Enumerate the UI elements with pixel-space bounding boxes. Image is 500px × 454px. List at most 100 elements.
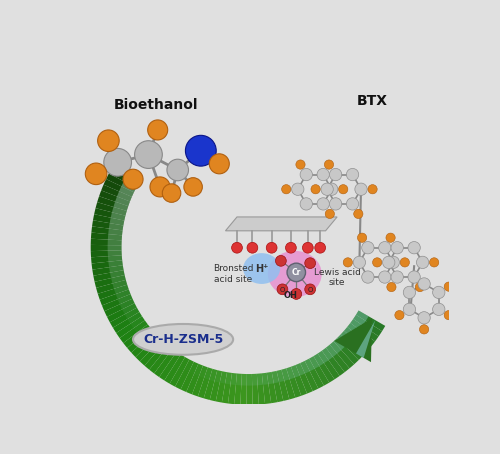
Polygon shape (300, 361, 310, 374)
Polygon shape (124, 177, 138, 188)
Polygon shape (108, 234, 122, 240)
Polygon shape (257, 373, 263, 385)
Polygon shape (348, 323, 375, 346)
Circle shape (387, 256, 400, 268)
Polygon shape (94, 208, 126, 221)
Polygon shape (267, 372, 278, 403)
Polygon shape (107, 303, 137, 322)
Polygon shape (314, 354, 334, 383)
Polygon shape (291, 365, 300, 378)
Polygon shape (246, 374, 252, 385)
Polygon shape (96, 280, 127, 294)
Text: Lewis acid
site: Lewis acid site (314, 268, 360, 287)
Polygon shape (124, 324, 151, 348)
Polygon shape (210, 370, 222, 401)
Circle shape (276, 256, 286, 266)
Circle shape (391, 271, 404, 283)
Circle shape (353, 256, 366, 268)
Polygon shape (309, 356, 330, 386)
Polygon shape (108, 240, 122, 245)
Circle shape (444, 311, 454, 320)
Polygon shape (318, 351, 340, 380)
Polygon shape (94, 275, 126, 288)
Polygon shape (242, 374, 247, 385)
Polygon shape (118, 294, 132, 304)
Polygon shape (314, 354, 324, 366)
Polygon shape (228, 373, 237, 404)
Circle shape (404, 303, 415, 316)
Circle shape (287, 263, 306, 281)
Polygon shape (240, 374, 247, 405)
Polygon shape (112, 207, 126, 216)
Polygon shape (267, 372, 274, 384)
Circle shape (305, 258, 316, 268)
Polygon shape (291, 365, 307, 396)
Polygon shape (350, 319, 378, 341)
Polygon shape (330, 341, 354, 368)
Polygon shape (204, 369, 218, 400)
Polygon shape (334, 338, 358, 364)
Polygon shape (109, 265, 124, 273)
Polygon shape (356, 320, 375, 358)
Polygon shape (113, 312, 142, 333)
Polygon shape (334, 318, 372, 362)
Polygon shape (116, 289, 130, 299)
Polygon shape (318, 351, 328, 363)
Ellipse shape (268, 251, 322, 297)
Polygon shape (140, 339, 165, 365)
Polygon shape (120, 321, 148, 343)
Polygon shape (262, 373, 268, 385)
Circle shape (326, 183, 338, 195)
Polygon shape (92, 260, 123, 270)
Polygon shape (96, 202, 126, 216)
Circle shape (420, 325, 428, 334)
Polygon shape (322, 348, 333, 360)
Circle shape (362, 271, 374, 283)
Circle shape (292, 183, 304, 195)
Polygon shape (144, 342, 169, 370)
Polygon shape (296, 363, 305, 376)
Polygon shape (110, 212, 126, 221)
Polygon shape (112, 280, 127, 289)
Polygon shape (91, 250, 122, 257)
Polygon shape (175, 360, 194, 390)
Polygon shape (159, 352, 181, 380)
Circle shape (300, 198, 312, 210)
Circle shape (325, 209, 334, 218)
Circle shape (302, 242, 313, 253)
Polygon shape (128, 312, 142, 324)
Polygon shape (330, 341, 342, 354)
Polygon shape (225, 372, 232, 385)
Circle shape (395, 311, 404, 320)
Polygon shape (99, 190, 130, 206)
Polygon shape (102, 294, 132, 311)
Circle shape (330, 168, 342, 181)
Polygon shape (92, 227, 122, 235)
Polygon shape (170, 357, 190, 387)
Polygon shape (192, 365, 208, 396)
Polygon shape (104, 179, 134, 197)
Text: Bronsted
acid site: Bronsted acid site (213, 264, 254, 284)
Circle shape (386, 233, 395, 242)
Circle shape (400, 258, 409, 267)
Polygon shape (236, 374, 242, 385)
Polygon shape (108, 250, 122, 256)
Polygon shape (110, 217, 124, 226)
Polygon shape (286, 367, 295, 380)
Polygon shape (108, 255, 122, 262)
Polygon shape (111, 275, 126, 283)
Circle shape (358, 233, 366, 242)
Polygon shape (334, 338, 345, 350)
Circle shape (232, 242, 242, 253)
Polygon shape (304, 359, 324, 389)
Polygon shape (124, 308, 140, 319)
Polygon shape (326, 345, 337, 357)
Polygon shape (110, 308, 140, 328)
Polygon shape (326, 345, 349, 372)
Polygon shape (304, 359, 314, 371)
Polygon shape (114, 285, 129, 294)
Circle shape (354, 209, 363, 218)
Polygon shape (222, 372, 232, 404)
Polygon shape (101, 185, 132, 202)
Polygon shape (100, 289, 130, 306)
